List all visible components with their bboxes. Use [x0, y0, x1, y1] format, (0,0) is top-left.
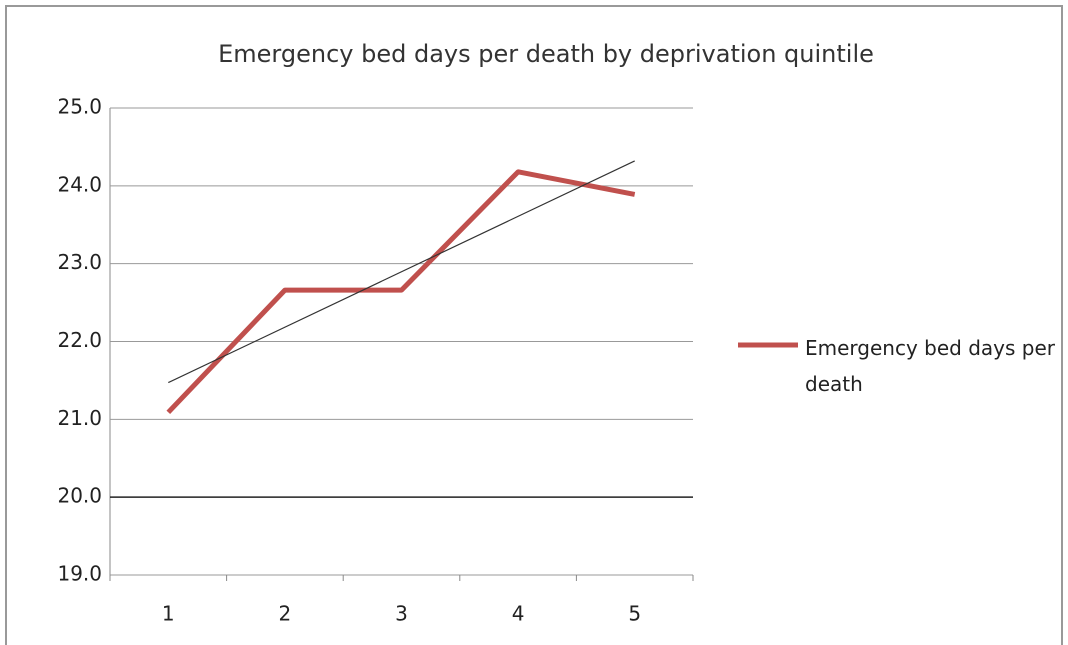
trendline: [168, 160, 635, 384]
x-tick-label: 3: [395, 602, 408, 626]
chart-border: [5, 5, 1063, 645]
y-tick-label: 23.0: [57, 250, 102, 274]
y-tick-label: 25.0: [57, 95, 102, 119]
x-tick-label: 2: [279, 602, 292, 626]
x-tick-label: 4: [512, 602, 525, 626]
legend-label: Emergency bed days per death: [805, 336, 1055, 396]
y-tick-label: 24.0: [57, 172, 102, 196]
x-tick-label: 1: [162, 602, 175, 626]
y-tick-label: 20.0: [57, 484, 102, 508]
y-tick-label: 19.0: [57, 562, 102, 586]
chart-title: Emergency bed days per death by deprivat…: [218, 40, 874, 68]
y-tick-label: 22.0: [57, 328, 102, 352]
y-tick-label: 21.0: [57, 406, 102, 430]
series-line: [166, 169, 636, 415]
x-tick-label: 5: [628, 602, 641, 626]
